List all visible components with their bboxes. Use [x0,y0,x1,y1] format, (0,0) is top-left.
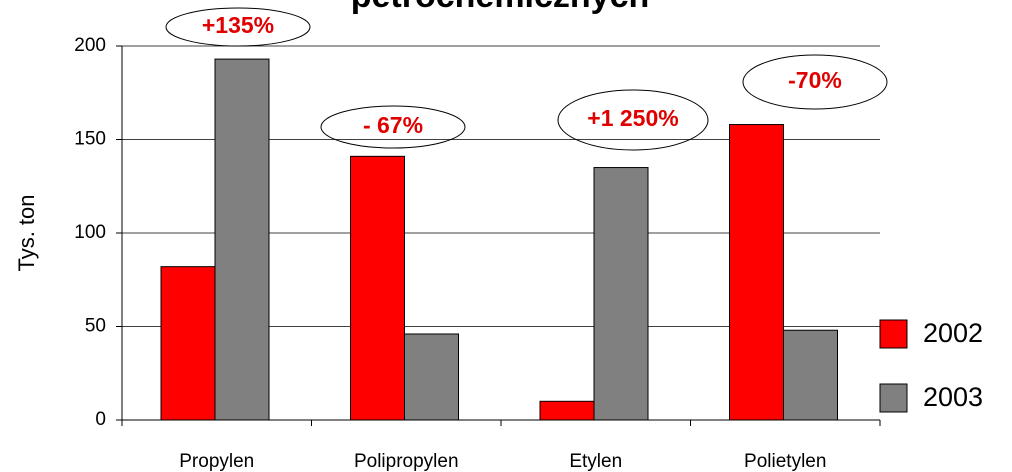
legend-label: 2003 [923,382,983,412]
y-tick-label: 150 [74,129,106,150]
bar [350,155,405,421]
annotation: - 67% [363,112,423,138]
y-tick-label: 100 [74,222,106,243]
annotation-ellipse [165,7,311,47]
annotation: +135% [202,12,274,38]
bar [539,400,595,421]
bar [160,266,216,421]
bar [729,124,784,421]
y-tick-label: 0 [95,409,106,430]
x-tick-label: Etylen [569,451,622,472]
x-tick-label: Polietylen [744,451,826,472]
annotation: +1 250% [587,105,678,131]
annotation-ellipse [320,105,466,149]
bar [783,329,838,421]
y-tick-label: 50 [85,316,106,337]
annotation-ellipse [557,89,709,151]
bar [593,167,649,421]
annotation-ellipse [742,54,888,110]
x-tick-label: Polipropylen [354,451,459,472]
legend-label: 2002 [923,318,983,348]
bar [404,333,459,421]
legend-swatch [879,319,908,349]
y-axis-label: Tys. ton [14,194,39,271]
y-tick-label: 200 [74,35,106,56]
x-tick-label: Propylen [179,451,254,472]
legend-swatch [879,383,908,413]
bar [214,58,270,421]
annotation: -70% [788,67,842,93]
chart-title: petrochemicznych [351,0,650,15]
